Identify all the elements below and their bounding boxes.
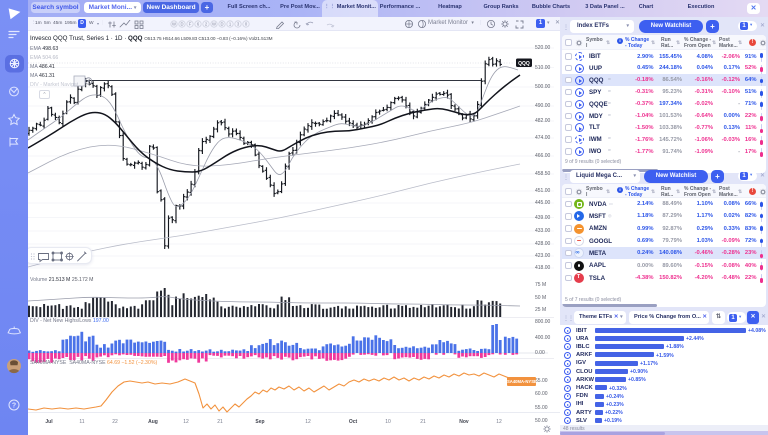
svg-text:D: D (180, 22, 183, 27)
svg-text:0: 0 (245, 22, 248, 27)
svg-text:D: D (220, 22, 223, 27)
svg-text:W: W (212, 22, 216, 27)
svg-text:3: 3 (237, 22, 240, 27)
svg-text:6: 6 (197, 22, 200, 27)
svg-text:1: 1 (229, 22, 232, 27)
svg-text:QQQ: QQQ (518, 61, 530, 67)
svg-text:W: W (172, 22, 176, 27)
svg-text:F: F (189, 22, 192, 27)
svg-text:2: 2 (205, 22, 208, 27)
svg-text:?: ? (12, 403, 16, 410)
